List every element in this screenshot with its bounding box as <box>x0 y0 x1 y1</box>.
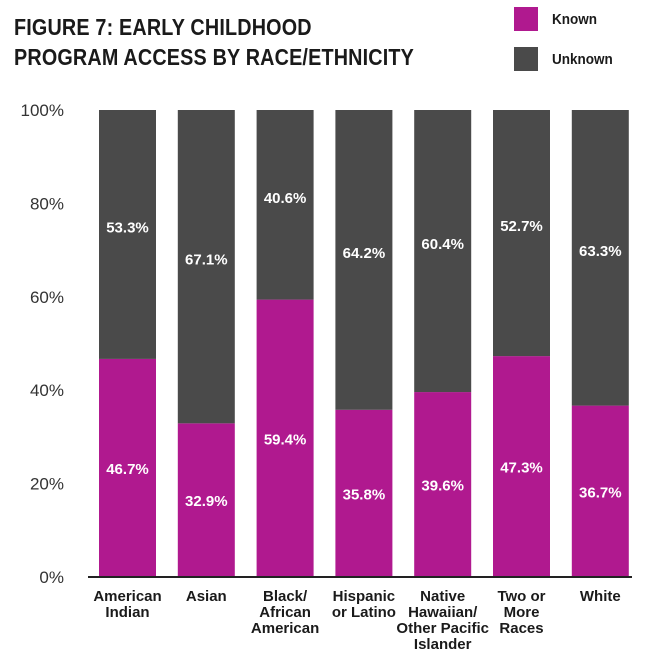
y-tick-label: 60% <box>30 288 64 307</box>
bar-known <box>99 358 156 577</box>
value-label-unknown: 64.2% <box>343 245 386 262</box>
x-tick-label: Black/African American <box>251 588 319 637</box>
x-tick-label-line: More <box>504 604 540 621</box>
bar-known <box>571 405 629 577</box>
value-label-unknown: 53.3% <box>106 219 149 236</box>
bar-unknown <box>414 110 472 393</box>
value-labels: 46.7% 53.3% 32.9% 67.1% 59.4% 40.6% 35.8% 64.2%… <box>106 190 621 510</box>
value-label-unknown: 67.1% <box>185 252 228 269</box>
bar-known <box>177 423 235 577</box>
x-tick-label: Hispanic or Latino <box>332 588 396 621</box>
x-tick-label-line: African <box>259 604 311 621</box>
bar-known <box>256 299 314 577</box>
value-label-known: 47.3% <box>500 460 543 477</box>
value-label-known: 36.7% <box>579 484 622 501</box>
value-label-known: 35.8% <box>343 486 386 503</box>
x-tick-label-line: Islander <box>414 636 472 653</box>
value-label-unknown: 60.4% <box>421 236 464 253</box>
legend-label-unknown: Unknown <box>552 50 613 68</box>
x-tick-label-line: Races <box>499 620 543 637</box>
bar-unknown <box>493 110 550 357</box>
x-tick-label: American Indian <box>93 588 161 621</box>
legend-item-known: Known <box>514 6 602 32</box>
x-tick-label-line: Two or <box>497 588 545 605</box>
x-tick-label-line: or Latino <box>332 604 396 621</box>
legend-label-known: Known <box>552 10 597 28</box>
x-tick-label: Native Hawaiian/Other Pacific Islander <box>396 588 489 653</box>
legend-item-unknown: Unknown <box>514 46 620 72</box>
x-tick-label: White <box>580 588 621 605</box>
x-tick-label-line: White <box>580 588 621 605</box>
chart-title: FIGURE 7: EARLY CHILDHOOD PROGRAM ACCESS… <box>14 12 418 72</box>
value-label-known: 39.6% <box>421 478 464 495</box>
y-tick-label: 0% <box>39 568 64 587</box>
legend-swatch-unknown <box>514 47 538 71</box>
value-label-unknown: 52.7% <box>500 218 543 235</box>
value-label-known: 59.4% <box>264 431 307 448</box>
x-tick-label-line: Hispanic <box>333 588 396 605</box>
x-tick-label: Asian <box>186 588 227 605</box>
y-tick-label: 80% <box>30 194 64 213</box>
value-label-known: 46.7% <box>106 461 149 478</box>
chart-title-line-1: FIGURE 7: EARLY CHILDHOOD <box>14 14 312 40</box>
x-tick-label-line: American <box>93 588 161 605</box>
x-tick-label-line: Hawaiian/ <box>408 604 478 621</box>
y-tick-label: 100% <box>21 101 64 120</box>
bar-unknown <box>99 110 156 359</box>
value-label-unknown: 40.6% <box>264 190 307 207</box>
bar-known <box>335 409 393 577</box>
x-tick-label-line: Asian <box>186 588 227 605</box>
bars <box>99 110 629 577</box>
x-tick-label-line: Black/ <box>263 588 308 605</box>
x-tick-label-line: American <box>251 620 319 637</box>
x-tick-label: Two or More Races <box>497 588 545 637</box>
x-tick-label-line: Native <box>420 588 465 605</box>
bar-unknown <box>335 110 393 410</box>
x-tick-label-line: Other Pacific <box>396 620 489 637</box>
bar-known <box>414 392 472 577</box>
bar-unknown <box>177 110 235 424</box>
value-label-unknown: 63.3% <box>579 243 622 260</box>
y-tick-label: 40% <box>30 381 64 400</box>
value-label-known: 32.9% <box>185 493 228 510</box>
bar-unknown <box>571 110 629 406</box>
legend-swatch-known <box>514 7 538 31</box>
bar-known <box>493 356 550 577</box>
bar-unknown <box>256 110 314 300</box>
chart-title-line-2: PROGRAM ACCESS BY RACE/ETHNICITY <box>14 44 415 70</box>
y-axis: 0% 20% 40% 60% 80% 100% <box>21 101 64 587</box>
y-tick-label: 20% <box>30 475 64 494</box>
x-tick-label-line: Indian <box>105 604 149 621</box>
